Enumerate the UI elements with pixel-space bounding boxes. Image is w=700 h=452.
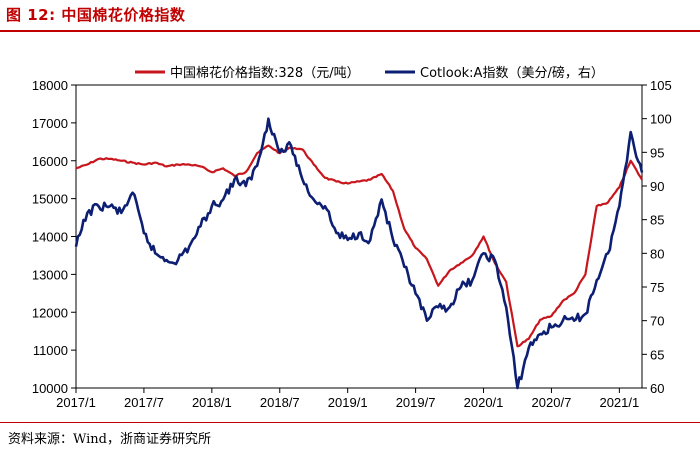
right-tick-label: 95 — [650, 145, 664, 160]
right-tick-label: 60 — [650, 381, 664, 396]
x-tick-label: 2018/7 — [260, 395, 300, 410]
x-tick-label: 2020/7 — [532, 395, 572, 410]
source-rule — [0, 422, 700, 423]
x-tick-label: 2019/7 — [396, 395, 436, 410]
left-tick-label: 16000 — [32, 154, 68, 169]
right-tick-label: 80 — [650, 246, 664, 261]
x-tick-label: 2017/7 — [124, 395, 164, 410]
x-tick-label: 2017/1 — [56, 395, 96, 410]
series-line-cotlook-a-index — [74, 117, 644, 390]
figure-title: 图 12: 中国棉花价格指数 — [6, 4, 185, 25]
x-tick-label: 2019/1 — [328, 395, 368, 410]
legend-label-cotlook: Cotlook:A指数（美分/磅，右） — [420, 65, 604, 81]
left-tick-label: 14000 — [32, 230, 68, 245]
left-tick-label: 12000 — [32, 305, 68, 320]
title-rule — [0, 30, 700, 32]
right-tick-label: 85 — [650, 213, 664, 228]
right-tick-label: 90 — [650, 179, 664, 194]
x-tick-label: 2021/1 — [599, 395, 639, 410]
x-tick-label: 2020/1 — [464, 395, 504, 410]
right-axis: 60 65 70 75 80 85 90 95 100 105 — [642, 78, 672, 396]
left-axis: 10000 11000 12000 13000 14000 15000 16000 17000… — [32, 78, 76, 396]
legend-label-cn-index: 中国棉花价格指数:328（元/吨） — [170, 65, 360, 81]
right-tick-label: 75 — [650, 280, 664, 295]
left-tick-label: 10000 — [32, 381, 68, 396]
right-tick-label: 65 — [650, 347, 664, 362]
left-tick-label: 17000 — [32, 116, 68, 131]
left-tick-label: 13000 — [32, 267, 68, 282]
source-note: 资料来源：Wind，浙商证券研究所 — [8, 432, 211, 447]
x-axis: 2017/1 2017/7 2018/1 2018/7 2019/1 2019/7 2020… — [56, 388, 639, 410]
figure-number: 图 12: — [6, 6, 56, 24]
figure-title-text: 中国棉花价格指数 — [61, 6, 186, 24]
x-tick-label: 2018/1 — [192, 395, 232, 410]
right-tick-label: 70 — [650, 314, 664, 329]
series-line-cn-cotton-index — [75, 144, 643, 348]
right-tick-label: 105 — [650, 78, 672, 93]
left-tick-label: 15000 — [32, 192, 68, 207]
left-tick-label: 11000 — [33, 343, 68, 358]
legend: 中国棉花价格指数:328（元/吨） Cotlook:A指数（美分/磅，右） — [135, 65, 604, 81]
cotton-price-chart: 10000 11000 12000 13000 14000 15000 16000 17000… — [32, 65, 672, 410]
right-tick-label: 100 — [650, 112, 672, 127]
left-tick-label: 18000 — [32, 78, 68, 93]
series-layer — [74, 117, 644, 390]
